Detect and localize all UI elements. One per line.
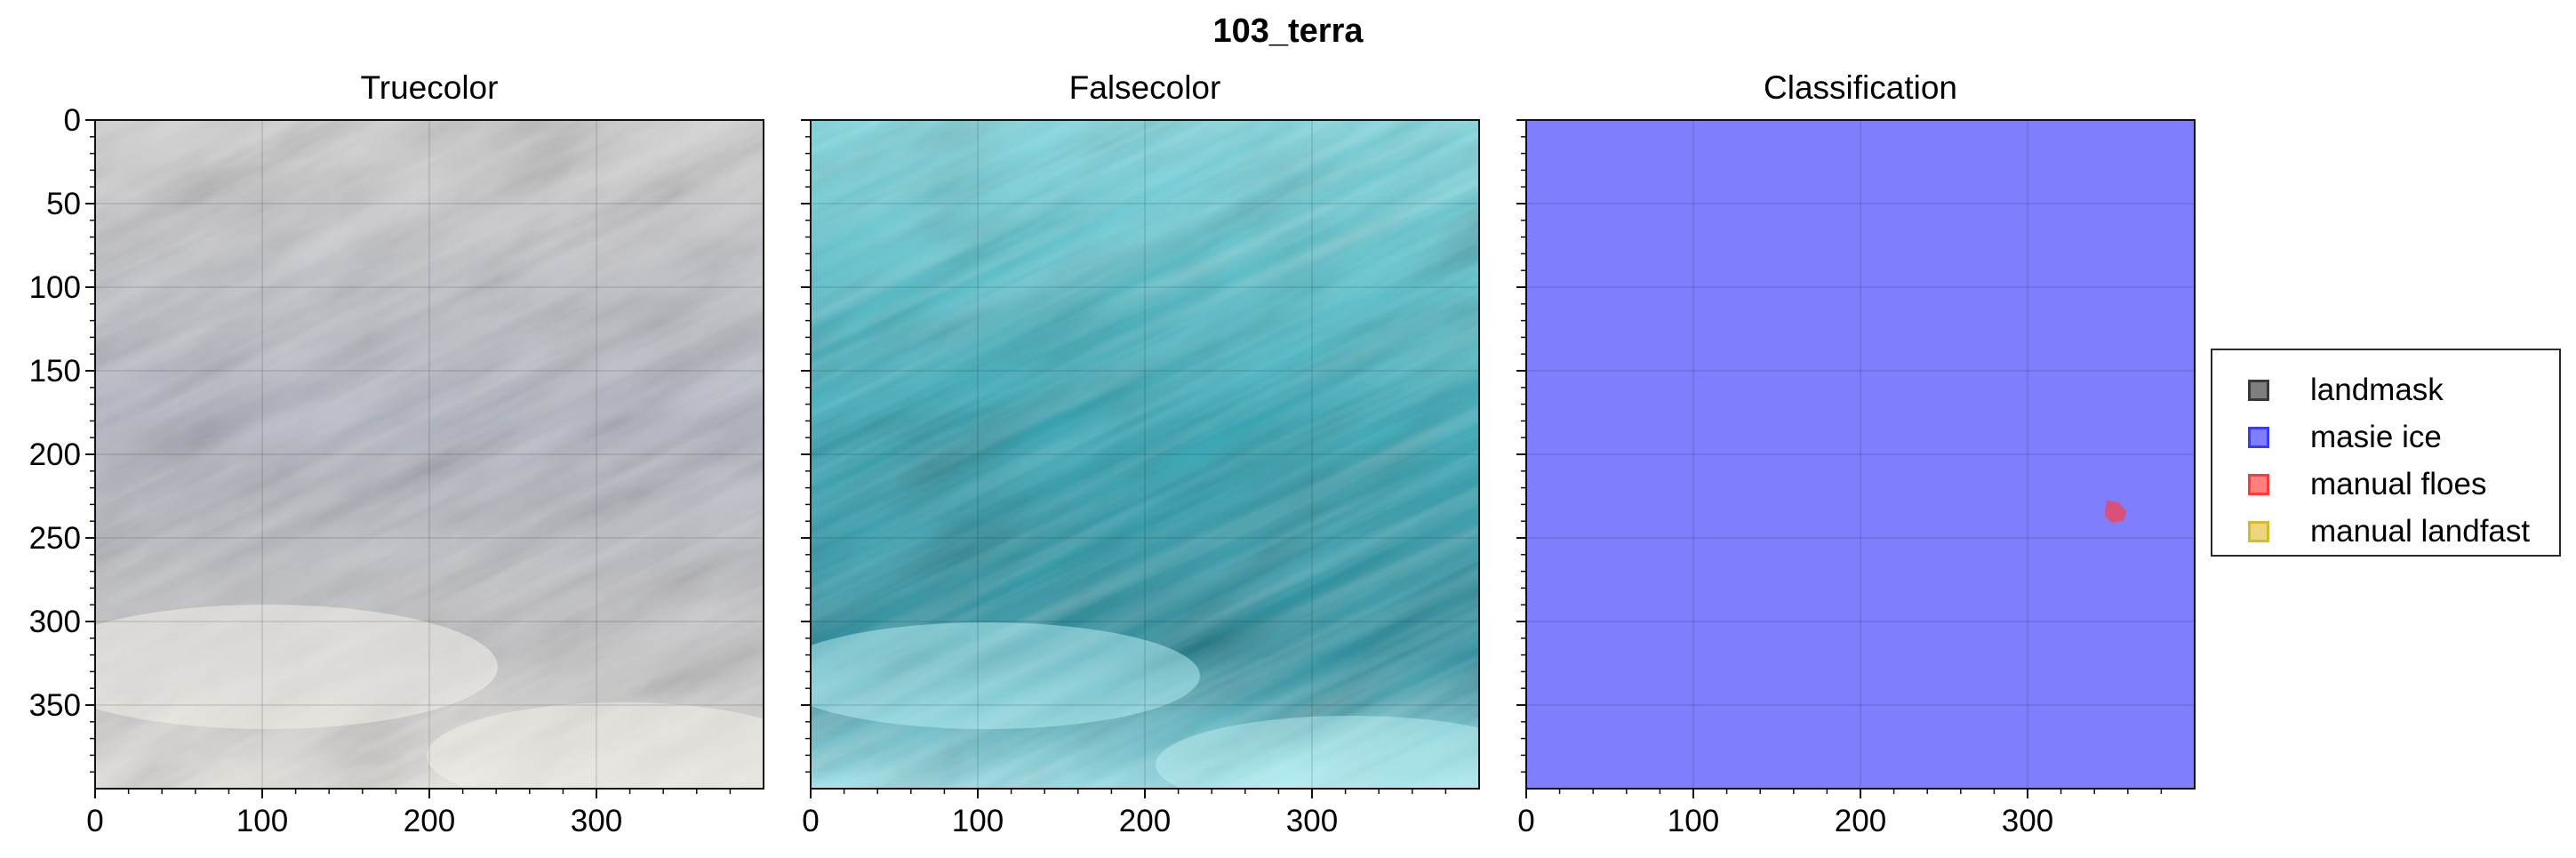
figure-suptitle: 103_terra	[1212, 12, 1364, 50]
legend-item-manual-landfast: manual landfast	[2212, 509, 2559, 554]
panel-title-falsecolor: Falsecolor	[1068, 69, 1221, 106]
axis-ticks	[85, 119, 2163, 798]
legend-label-landmask: landmask	[2310, 373, 2444, 407]
legend-label-manual-landfast: manual landfast	[2310, 514, 2531, 549]
legend-swatch-manual-landfast	[2248, 521, 2269, 542]
x-tick-label: 0	[1517, 804, 1534, 838]
x-tick-label: 0	[86, 804, 103, 838]
y-tick-label: 350	[29, 688, 81, 723]
legend-label-masie-ice: masie ice	[2310, 420, 2442, 454]
y-tick-label: 300	[29, 605, 81, 639]
x-tick-label: 0	[802, 804, 819, 838]
legend-item-manual-floes: manual floes	[2212, 462, 2559, 507]
x-tick-label: 200	[1119, 804, 1171, 838]
y-tick-label: 200	[29, 437, 81, 472]
x-tick-label: 100	[952, 804, 1004, 838]
legend-swatch-landmask	[2248, 380, 2269, 401]
x-tick-label: 200	[404, 804, 455, 838]
grid-lines	[95, 120, 2195, 789]
legend-item-landmask: landmask	[2212, 368, 2559, 413]
y-tick-label: 0	[64, 103, 81, 138]
panel-title-truecolor: Truecolor	[360, 69, 499, 106]
x-tick-label: 100	[236, 804, 288, 838]
legend-swatch-manual-floes	[2248, 474, 2269, 495]
x-tick-label: 300	[571, 804, 622, 838]
tick-labels: 0 100 200 300 0 50 100 150 200 250 300 350 0 100 200 30…	[29, 103, 2054, 838]
legend-item-masie-ice: masie ice	[2212, 415, 2559, 460]
x-tick-label: 300	[1286, 804, 1338, 838]
y-tick-label: 50	[46, 187, 81, 221]
classification-image	[1526, 120, 2195, 789]
x-tick-label: 100	[1668, 804, 1719, 838]
x-tick-label: 300	[2002, 804, 2053, 838]
y-tick-label: 150	[29, 354, 81, 389]
manual-floe-region	[2104, 500, 2127, 523]
y-tick-label: 100	[29, 270, 81, 305]
falsecolor-image	[811, 120, 1479, 789]
legend-swatch-masie-ice	[2248, 427, 2269, 448]
legend-label-manual-floes: manual floes	[2310, 467, 2487, 501]
y-tick-label: 250	[29, 521, 81, 556]
panel-title-classification: Classification	[1764, 69, 1957, 106]
x-tick-label: 200	[1835, 804, 1886, 838]
truecolor-image	[95, 120, 764, 789]
legend: landmask masie ice manual floes manual l…	[2211, 349, 2561, 557]
